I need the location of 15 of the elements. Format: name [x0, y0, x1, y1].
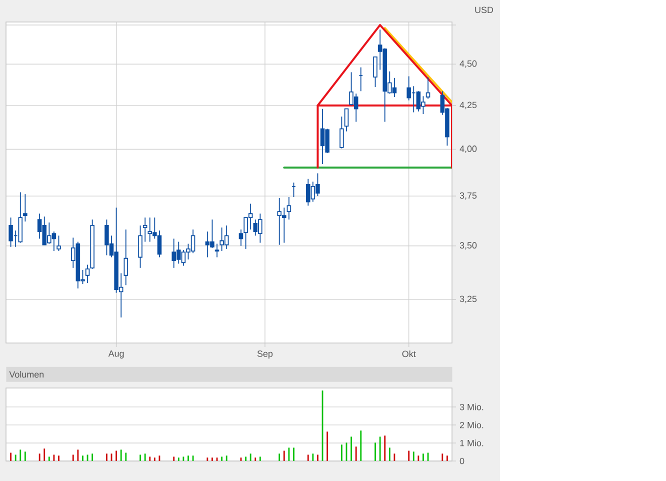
y-tick-label: 3,75: [460, 192, 477, 200]
x-tick-label: Okt: [402, 350, 416, 358]
y-tick-label: 4,50: [460, 60, 477, 68]
y-axis-title: USD: [475, 6, 494, 14]
y-tick-label: 2 Mio.: [460, 422, 484, 428]
y-tick-label: 3,25: [460, 296, 477, 304]
y-tick-label: 4,00: [460, 146, 477, 153]
y-tick-label: 0: [460, 458, 464, 464]
chart-title: Volumen: [9, 371, 44, 378]
y-tick-label: 4,25: [460, 102, 477, 110]
y-tick-label: 1 Mio.: [460, 440, 484, 446]
y-tick-label: 3 Mio.: [460, 404, 484, 410]
y-tick-label: 3,50: [460, 242, 477, 250]
x-tick-label: Sep: [257, 350, 273, 359]
x-tick-label: Aug: [108, 350, 124, 359]
